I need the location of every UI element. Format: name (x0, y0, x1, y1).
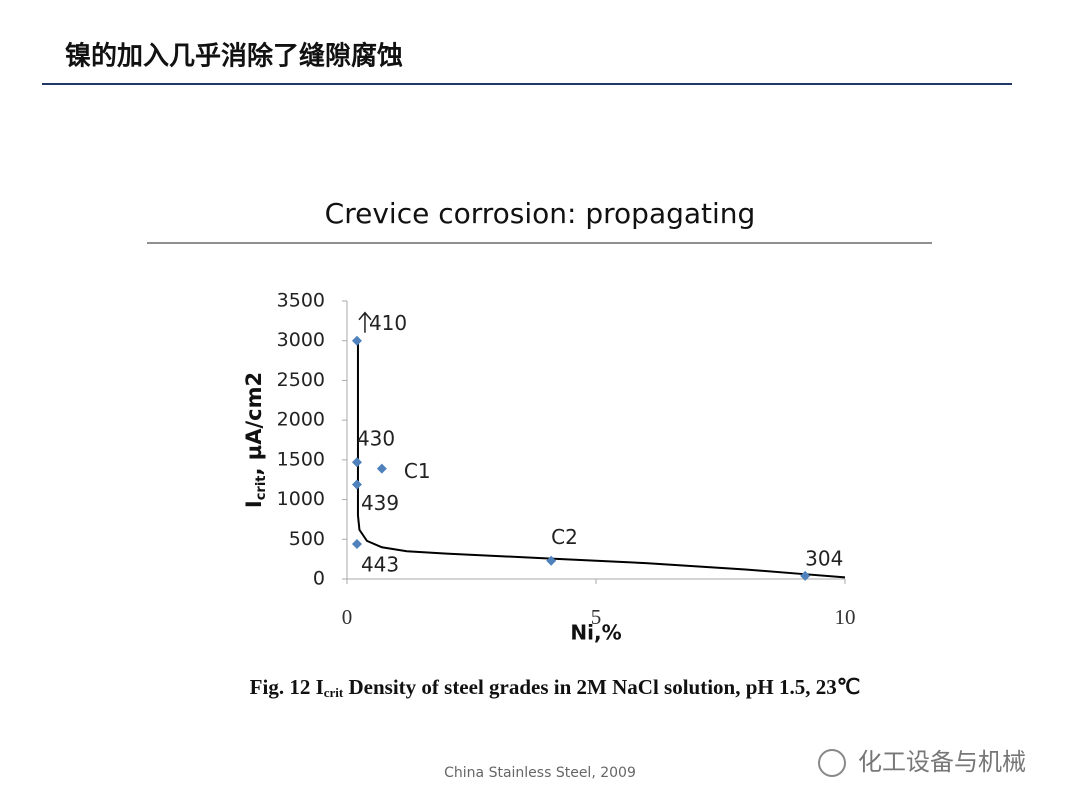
point-label: 410 (369, 311, 407, 335)
trend-curve (356, 340, 846, 579)
y-tick-label: 500 (289, 528, 325, 550)
footer: China Stainless Steel, 2009 (444, 765, 636, 781)
point-label: 304 (805, 546, 843, 570)
chart-title: Crevice corrosion: propagating (325, 197, 756, 230)
x-tick-label: 10 (835, 605, 856, 629)
data-point (546, 555, 557, 566)
y-tick-label: 2500 (277, 369, 325, 391)
y-tick-label: 2000 (277, 409, 325, 431)
data-point (376, 463, 387, 474)
y-tick-label: 1500 (277, 448, 325, 470)
plot: 0 500 1000 1500 2000 2500 3000 3500 0 5 10 410 430 43… (277, 290, 856, 629)
x-axis-label: Ni,% (570, 621, 621, 645)
caption-sub: crit (324, 685, 344, 700)
x-tick-label: 5 (591, 605, 602, 629)
data-point (351, 479, 362, 490)
watermark: 化工设备与机械 (858, 748, 1026, 776)
point-label: C1 (404, 459, 431, 483)
point-label: 430 (357, 427, 395, 451)
x-tick-label: 0 (342, 605, 353, 629)
caption-rest: Density of steel grades in 2M NaCl solut… (343, 675, 860, 699)
y-axis-label: Icrit, µA/cm2 (242, 372, 269, 508)
data-point (351, 335, 362, 346)
y-tick-label: 1000 (277, 488, 325, 510)
y-label-main: I (242, 500, 266, 508)
data-point (351, 539, 362, 550)
caption-prefix: Fig. 12 I (250, 675, 324, 699)
data-point (351, 457, 362, 468)
data-point (800, 570, 811, 581)
y-tick-label: 3500 (277, 290, 325, 312)
point-label: 439 (361, 491, 399, 515)
watermark-icon (818, 749, 846, 777)
y-tick-label: 3000 (277, 329, 325, 351)
y-tick-label: 0 (313, 568, 325, 590)
y-label-rest: , µA/cm2 (242, 372, 266, 476)
y-label-sub: crit (254, 475, 269, 500)
slide-title: 镍的加入几乎消除了缝隙腐蚀 (65, 41, 403, 72)
point-label: 443 (361, 553, 399, 577)
point-label: C2 (551, 525, 578, 549)
caption: Fig. 12 Icrit Density of steel grades in… (250, 675, 861, 700)
arrow (358, 311, 372, 333)
